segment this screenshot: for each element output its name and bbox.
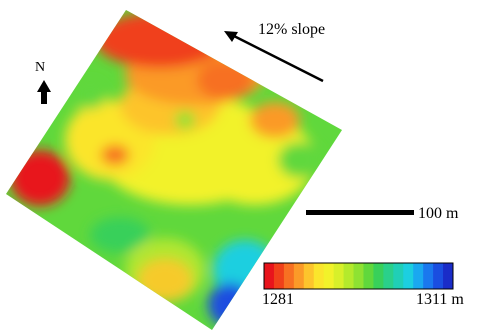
- legend-swatch: [413, 263, 424, 289]
- zone-yellow-south: [125, 238, 205, 302]
- legend-swatch: [333, 263, 345, 289]
- legend-swatch: [393, 263, 404, 289]
- zone-orange-spot: [101, 145, 129, 165]
- north-label: N: [35, 60, 46, 75]
- scale-bar: [306, 210, 414, 215]
- zone-orange-north-east: [197, 60, 253, 100]
- zone-red-west: [10, 150, 70, 206]
- zone-green-east: [278, 142, 322, 178]
- scale-label: 100 m: [418, 205, 459, 222]
- legend-max-label: 1311 m: [416, 291, 464, 308]
- zone-green-south: [90, 217, 150, 253]
- zone-blue-se: [208, 283, 252, 327]
- legend-swatch: [353, 263, 364, 289]
- legend-swatch: [323, 263, 335, 289]
- legend-swatch: [443, 263, 454, 289]
- zone-red-north: [95, 12, 225, 68]
- legend-swatch: [303, 263, 315, 289]
- zone-yellow-east: [195, 115, 315, 205]
- zone-orange-east: [250, 102, 300, 138]
- legend-swatch: [293, 263, 305, 289]
- slope-label: 12% slope: [258, 21, 326, 38]
- legend-swatch: [403, 263, 414, 289]
- zone-green-spot: [175, 111, 195, 129]
- legend-swatch: [423, 263, 434, 289]
- legend-swatch: [264, 263, 275, 289]
- legend-swatch: [343, 263, 355, 289]
- legend-swatch: [363, 263, 374, 289]
- legend-min-label: 1281: [262, 291, 294, 308]
- legend-swatch: [283, 263, 295, 289]
- legend-swatch: [313, 263, 325, 289]
- legend-swatch: [383, 263, 394, 289]
- zone-green-nw: [74, 81, 106, 109]
- legend-swatch: [433, 263, 444, 289]
- slope-arrow-icon: [224, 31, 324, 83]
- legend-swatch: [373, 263, 384, 289]
- north-arrow-icon: [37, 80, 51, 104]
- legend-frame: [263, 262, 454, 290]
- legend-color-bar: [263, 262, 454, 290]
- legend-swatch: [273, 263, 285, 289]
